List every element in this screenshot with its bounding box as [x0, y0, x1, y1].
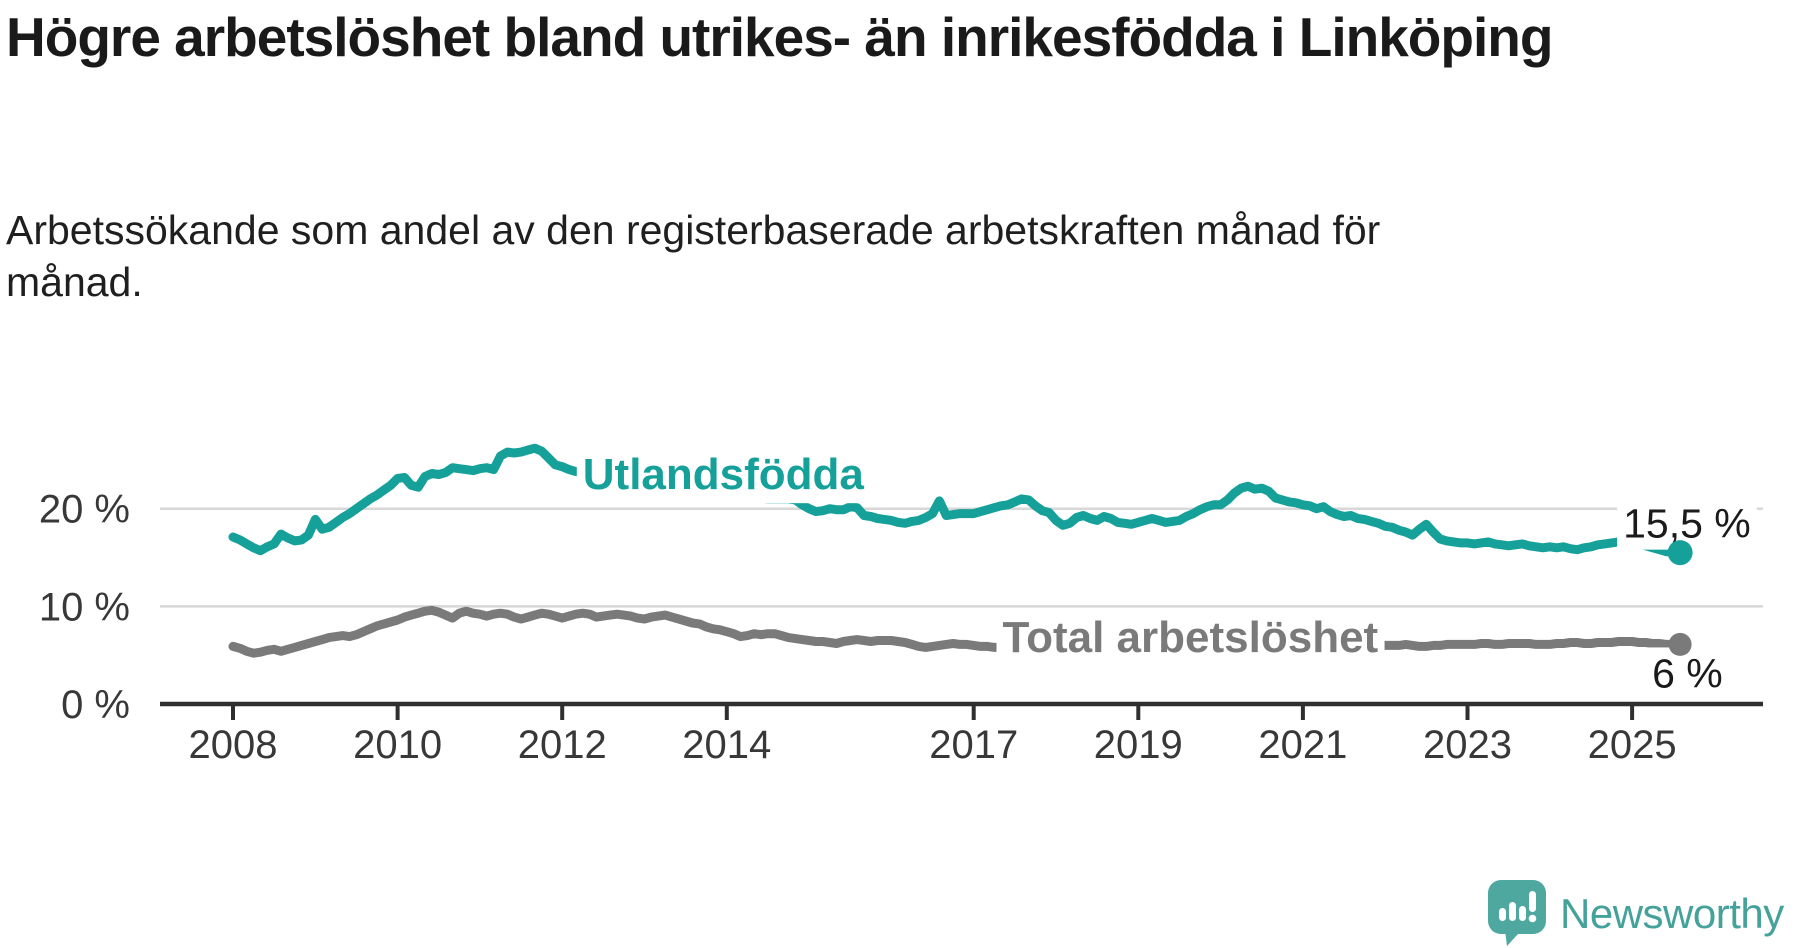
bar-1	[1499, 908, 1506, 921]
x-axis-tick-label: 2017	[929, 723, 1018, 767]
bubble-shape	[1488, 880, 1546, 946]
y-axis-tick-label: 20 %	[39, 488, 130, 532]
newsworthy-logo: Newsworthy	[1488, 880, 1784, 948]
series-label-halo	[576, 446, 871, 504]
page-title: Högre arbetslöshet bland utrikes- än inr…	[6, 6, 1553, 68]
x-axis-tick-label: 2008	[189, 723, 278, 767]
bar-2	[1509, 902, 1516, 921]
x-axis-tick-label: 2021	[1258, 723, 1347, 767]
end-value-label-halo	[1646, 647, 1729, 700]
end-value-label: 15,5 %	[1623, 501, 1751, 547]
bar-3	[1519, 906, 1526, 921]
series-label: Utlandsfödda	[583, 450, 865, 499]
end-value-label: 6 %	[1652, 650, 1723, 696]
series-line-total	[228, 605, 1685, 658]
x-axis-tick-label: 2025	[1588, 723, 1677, 767]
exclamation-dot	[1528, 914, 1537, 923]
exclamation-bar	[1529, 891, 1536, 912]
x-axis-tick-label: 2014	[682, 723, 771, 767]
series-end-dot	[1668, 632, 1692, 656]
brand-name: Newsworthy	[1560, 890, 1784, 937]
y-axis-tick-label: 10 %	[39, 585, 130, 629]
x-axis-tick-label: 2012	[518, 723, 607, 767]
series-label-halo	[996, 609, 1385, 667]
series-end-dot	[1667, 540, 1693, 566]
y-axis-tick-label: 0 %	[61, 683, 130, 727]
x-axis-tick-label: 2019	[1094, 723, 1183, 767]
series-label: Total arbetslöshet	[1003, 613, 1379, 662]
series-line-utlandsfodda	[228, 443, 1685, 558]
newsworthy-bubble-icon	[1488, 880, 1546, 946]
x-axis-tick-label: 2010	[353, 723, 442, 767]
chart-subtitle: Arbetssökande som andel av den registerb…	[6, 207, 1381, 306]
end-value-label-halo	[1617, 497, 1757, 550]
x-axis-tick-label: 2023	[1423, 723, 1512, 767]
